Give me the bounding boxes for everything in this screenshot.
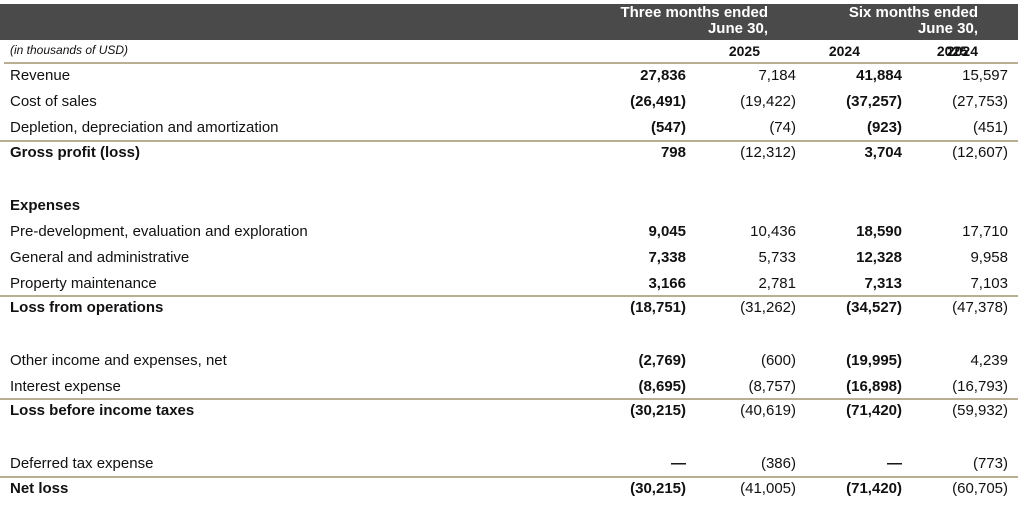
header-band — [0, 4, 1018, 40]
row-net-loss: Net loss (30,215) (41,005) (71,420) (60,… — [0, 476, 1018, 500]
cell-6m-2024: 17,710 — [962, 223, 1008, 240]
cell-6m-2025: (71,420) — [846, 480, 902, 497]
three-months-header: Three months ended June 30, — [590, 4, 768, 40]
cell-3m-2025: (30,215) — [630, 402, 686, 419]
row-expenses-heading: Expenses — [0, 193, 1018, 217]
cell-3m-2024: 2,781 — [758, 275, 796, 292]
section-heading: Expenses — [10, 197, 81, 214]
cell-3m-2025: (30,215) — [630, 480, 686, 497]
cell-6m-2025: 41,884 — [856, 67, 902, 84]
row-label: Pre-development, evaluation and explorat… — [10, 223, 308, 240]
year-col2: 2024 — [828, 43, 860, 59]
cell-6m-2024: (16,793) — [952, 378, 1008, 395]
cell-3m-2025: (8,695) — [638, 378, 686, 395]
cell-3m-2025: 27,836 — [640, 67, 686, 84]
cell-6m-2025: 3,704 — [864, 144, 902, 161]
row-label: Net loss — [10, 480, 69, 497]
cell-6m-2024: 9,958 — [970, 249, 1008, 266]
cell-6m-2024: (60,705) — [952, 480, 1008, 497]
row-interest-expense: Interest expense (8,695) (8,757) (16,898… — [0, 374, 1018, 398]
row-label: Deferred tax expense — [10, 455, 154, 472]
cell-6m-2025: 7,313 — [864, 275, 902, 292]
row-label: Revenue — [10, 67, 71, 84]
cell-6m-2024: 7,103 — [970, 275, 1008, 292]
row-loss-from-operations: Loss from operations (18,751) (31,262) (… — [0, 295, 1018, 319]
cell-3m-2024: (74) — [769, 119, 796, 136]
cell-6m-2025: (16,898) — [846, 378, 902, 395]
cell-6m-2024: 4,239 — [970, 352, 1008, 369]
row-revenue: Revenue 27,836 7,184 41,884 15,597 — [0, 63, 1018, 87]
cell-6m-2024: (47,378) — [952, 299, 1008, 316]
row-deferred-tax: Deferred tax expense — (386) — (773) — [0, 451, 1018, 475]
cell-3m-2024: (40,619) — [740, 402, 796, 419]
cell-6m-2025: 18,590 — [856, 223, 902, 240]
cell-3m-2024: (41,005) — [740, 480, 796, 497]
cell-3m-2024: 5,733 — [758, 249, 796, 266]
row-general-admin: General and administrative 7,338 5,733 1… — [0, 245, 1018, 269]
row-depletion: Depletion, depreciation and amortization… — [0, 115, 1018, 139]
six-months-header-line2: June 30, — [917, 20, 978, 37]
row-label: Gross profit (loss) — [10, 144, 141, 161]
cell-6m-2025: (923) — [866, 119, 902, 136]
row-cost-of-sales: Cost of sales (26,491) (19,422) (37,257)… — [0, 89, 1018, 113]
row-label: Loss from operations — [10, 299, 164, 316]
row-label: Cost of sales — [10, 93, 97, 110]
cell-6m-2025: 12,328 — [856, 249, 902, 266]
cell-3m-2025: 3,166 — [648, 275, 686, 292]
cell-6m-2025: (71,420) — [846, 402, 902, 419]
row-label: Other income and expenses, net — [10, 352, 227, 369]
cell-6m-2024: (27,753) — [952, 93, 1008, 110]
cell-6m-2024: 15,597 — [962, 67, 1008, 84]
cell-6m-2024: (59,932) — [952, 402, 1008, 419]
cell-3m-2025: (18,751) — [630, 299, 686, 316]
year-col3: 2025 — [936, 43, 968, 59]
cell-6m-2024: (12,607) — [952, 144, 1008, 161]
cell-3m-2024: 7,184 — [758, 67, 796, 84]
six-months-header-line1: Six months ended — [848, 4, 978, 21]
row-label: Loss before income taxes — [10, 402, 195, 419]
cell-3m-2024: (8,757) — [748, 378, 796, 395]
row-other-income: Other income and expenses, net (2,769) (… — [0, 348, 1018, 372]
cell-3m-2025: (26,491) — [630, 93, 686, 110]
cell-6m-2024: (773) — [972, 455, 1008, 472]
three-months-header-line2: June 30, — [707, 20, 768, 37]
cell-6m-2025: (19,995) — [846, 352, 902, 369]
cell-3m-2024: (19,422) — [740, 93, 796, 110]
cell-3m-2024: 10,436 — [750, 223, 796, 240]
cell-6m-2025: (37,257) — [846, 93, 902, 110]
cell-6m-2025: (34,527) — [846, 299, 902, 316]
cell-3m-2025: 7,338 — [648, 249, 686, 266]
row-label: General and administrative — [10, 249, 190, 266]
cell-6m-2025: — — [887, 455, 902, 472]
row-label: Property maintenance — [10, 275, 157, 292]
cell-3m-2025: 9,045 — [648, 223, 686, 240]
units-note: (in thousands of USD) — [10, 43, 129, 57]
row-property-maintenance: Property maintenance 3,166 2,781 7,313 7… — [0, 271, 1018, 295]
header-rule — [4, 62, 1018, 64]
cell-3m-2025: (547) — [650, 119, 686, 136]
row-gross-profit: Gross profit (loss) 798 (12,312) 3,704 (… — [0, 140, 1018, 164]
row-pre-development: Pre-development, evaluation and explorat… — [0, 219, 1018, 243]
cell-3m-2024: (386) — [760, 455, 796, 472]
cell-3m-2024: (12,312) — [740, 144, 796, 161]
row-label: Interest expense — [10, 378, 121, 395]
row-loss-before-taxes: Loss before income taxes (30,215) (40,61… — [0, 398, 1018, 422]
six-months-header: Six months ended June 30, — [810, 4, 978, 40]
row-label: Depletion, depreciation and amortization — [10, 119, 279, 136]
year-col1: 2025 — [728, 43, 760, 59]
three-months-header-line1: Three months ended — [620, 4, 768, 21]
year-col4: 2024 — [946, 43, 978, 59]
cell-3m-2025: (2,769) — [638, 352, 686, 369]
cell-3m-2025: 798 — [660, 144, 686, 161]
cell-3m-2024: (31,262) — [740, 299, 796, 316]
cell-3m-2025: — — [671, 455, 686, 472]
cell-3m-2024: (600) — [760, 352, 796, 369]
cell-6m-2024: (451) — [972, 119, 1008, 136]
